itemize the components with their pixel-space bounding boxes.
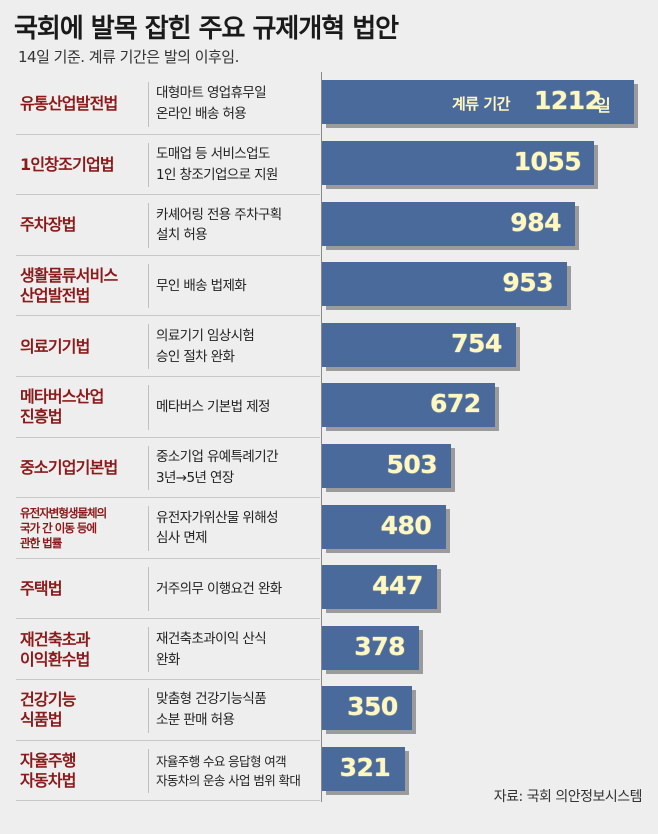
description-label: 자율주행 수요 응답형 여객 자동차의 운송 사업 범위 확대 [156,753,301,788]
category-label: 자율주행 자동차법 [20,750,76,790]
category-label: 유전자변형생물체의 국가 간 이동 등에 관한 법률 [20,506,107,550]
row-separator [16,436,320,438]
row-2: 1인창조기업법 도매업 등 서비스업도 1인 창조기업으로 지원 [16,135,320,196]
row-separator [16,254,320,256]
column-divider [148,324,149,369]
column-divider [148,203,149,248]
category-label: 의료기기법 [20,336,90,356]
row-separator [16,739,320,741]
bar-value-label: 378 [354,631,405,661]
column-divider [148,385,149,430]
column-divider [148,506,149,551]
bar-value-label: 503 [386,449,438,479]
category-label: 재건축초과 이익환수법 [20,629,90,669]
bar [322,504,446,549]
row-9: 주택법 거주의무 이행요건 완화 [16,559,320,620]
bar-value-label: 953 [502,268,553,298]
category-label: 1인창조기업법 [20,154,115,174]
source-note: 자료: 국회 의안정보시스템 [493,789,643,805]
row-5: 의료기기법 의료기기 임상시험 승인 절차 완화 [16,316,320,377]
column-divider [148,566,149,612]
row-separator [16,375,320,377]
description-label: 카셰어링 전용 주차구획 설치 허용 [156,206,282,244]
bar-value-label: 350 [347,692,398,722]
column-divider [148,748,149,794]
bar-value-label: 447 [372,571,423,601]
row-separator [16,194,320,196]
description-label: 의료기기 임상시험 승인 절차 완화 [156,327,255,365]
row-separator [16,678,320,680]
column-divider [148,445,149,491]
row-separator [16,557,320,559]
bar [322,80,634,125]
row-separator [16,800,320,802]
column-divider [148,263,149,309]
bar-value-label: 984 [510,207,561,237]
bar-unit-label: 일 [596,96,611,116]
row-1: 유통산업발전법 대형마트 영업휴무일 온라인 배송 허용 [16,74,320,135]
column-divider [148,82,149,127]
bar [322,322,517,367]
row-separator [16,133,320,135]
description-label: 거주의무 이행요건 완화 [156,580,282,597]
category-label: 중소기업기본법 [20,457,118,477]
column-divider [148,627,149,672]
row-separator [16,315,320,317]
row-11: 건강기능 식품법 맞춤형 건강기능식품 소분 판매 허용 [16,680,320,741]
description-label: 중소기업 유예특례기간 3년→5년 연장 [156,448,279,486]
bar-value-label: 480 [380,510,432,540]
row-8: 유전자변형생물체의 국가 간 이동 등에 관한 법률 유전자가위산물 위해성 심사… [16,498,320,559]
description-label: 도매업 등 서비스업도 1인 창조기업으로 지원 [156,145,278,183]
bar [322,443,452,488]
row-4: 생활물류서비스 산업발전법 무인 배송 법제화 [16,256,320,317]
category-label: 생활물류서비스 산업발전법 [20,266,118,306]
category-label: 유통산업발전법 [20,94,118,114]
bar-value-label: 672 [429,389,481,419]
bar-value-label: 321 [339,752,391,782]
bar [322,686,413,731]
row-12: 자율주행 자동차법 자율주행 수요 응답형 여객 자동차의 운송 사업 범위 확대 [16,741,320,802]
row-7: 중소기업기본법 중소기업 유예특례기간 3년→5년 연장 [16,438,320,499]
row-6: 메타버스산업 진흥법 메타버스 기본법 제정 [16,377,320,438]
bar [322,201,576,246]
bar-value-label: 1055 [513,146,582,176]
bar [322,140,594,185]
description-label: 맞춤형 건강기능식품 소분 판매 허용 [156,691,267,729]
description-label: 대형마트 영업휴무일 온라인 배송 허용 [156,85,267,123]
description-label: 유전자가위산물 위해성 심사 면제 [156,509,279,547]
row-separator [16,497,320,499]
bar-prefix-label: 계류 기간 [452,95,510,114]
bar [322,625,420,670]
row-separator [16,618,320,620]
bar-value-label: 754 [451,328,502,358]
axis-line [321,72,322,802]
column-divider [148,688,149,733]
chart-subtitle: 14일 기준. 계류 기간은 발의 이후임. [18,48,239,66]
category-label: 메타버스산업 진흥법 [20,387,104,427]
category-label: 주차장법 [20,215,76,235]
category-label: 주택법 [20,579,63,599]
description-label: 무인 배송 법제화 [156,277,247,294]
bar [322,746,405,791]
row-10: 재건축초과 이익환수법 재건축초과이익 산식 완화 [16,619,320,680]
bar [322,565,438,610]
category-label: 건강기능 식품법 [20,690,76,730]
bar [322,383,495,428]
column-divider [148,142,149,188]
chart-title: 국회에 발목 잡힌 주요 규제개혁 법안 [14,14,399,44]
bar-value-label: 1212 [534,86,602,116]
row-3: 주차장법 카셰어링 전용 주차구획 설치 허용 [16,195,320,256]
bar [322,262,568,307]
description-label: 재건축초과이익 산식 완화 [156,630,267,668]
description-label: 메타버스 기본법 제정 [156,398,270,415]
